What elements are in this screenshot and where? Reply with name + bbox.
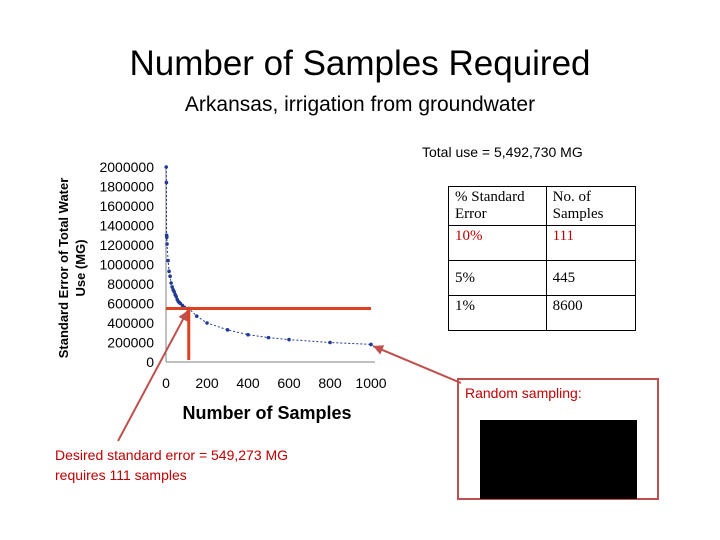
table-row: 10% 111 (448, 225, 637, 261)
data-point (225, 328, 230, 332)
random-arrow-head (373, 345, 385, 355)
y-tick-label: 1200000 (99, 237, 154, 253)
x-tick-label: 800 (318, 375, 342, 391)
x-tick-label: 600 (277, 375, 301, 391)
x-tick-labels: 0 200 400 600 800 1000 (162, 375, 387, 391)
desired-error-note: Desired standard error = 549,273 MG requ… (55, 445, 288, 485)
table-header-cell: % Standard Error (448, 186, 547, 226)
data-point (164, 165, 169, 169)
series-curve (165, 166, 372, 345)
x-tick-label: 400 (236, 375, 260, 391)
data-point (166, 258, 170, 263)
y-tick-label: 2000000 (99, 159, 154, 175)
y-tick-label: 200000 (107, 335, 154, 351)
table-row: 1% 8600 (448, 295, 637, 331)
page-subtitle: Arkansas, irrigation from groundwater (184, 93, 536, 116)
table-cell: 5% (448, 260, 547, 296)
random-sampling-label: Random sampling: (465, 385, 582, 401)
samples-table: % Standard Error No. of Samples 10% 111 … (448, 186, 637, 331)
desired-arrow-line (117, 309, 189, 442)
y-tick-label: 400000 (107, 315, 154, 331)
desired-error-line: Desired standard error = 549,273 MG (55, 447, 289, 463)
table-row: 5% 445 (448, 260, 637, 296)
data-point (266, 335, 271, 340)
data-point (168, 274, 172, 279)
data-point (165, 235, 169, 239)
y-tick-label: 1400000 (99, 218, 154, 234)
page-title: Number of Samples Required (129, 44, 591, 83)
data-point (205, 321, 209, 325)
desired-arrow-head (178, 310, 188, 322)
data-point (287, 337, 291, 342)
x-tick-label: 200 (195, 375, 219, 391)
data-point (246, 332, 250, 337)
y-tick-label: 1000000 (99, 257, 154, 273)
x-axis-title: Number of Samples (182, 403, 351, 423)
total-use-label: Total use = 5,492,730 MG (422, 144, 583, 160)
y-tick-label: 600000 (107, 296, 154, 312)
data-point (194, 314, 199, 318)
blacked-out-region (480, 420, 637, 499)
data-point (170, 285, 174, 289)
data-point (165, 242, 169, 246)
data-point (167, 269, 171, 274)
random-arrow-line (372, 345, 462, 384)
desired-samples-line: requires 111 samples (55, 467, 187, 483)
data-point (328, 340, 332, 345)
data-point (164, 180, 169, 185)
y-tick-label: 1600000 (99, 198, 154, 214)
y-tick-label: 800000 (107, 276, 154, 292)
data-points (164, 165, 373, 347)
data-point (369, 342, 373, 347)
table-header-row: % Standard Error No. of Samples (448, 186, 637, 226)
random-sampling-box (457, 378, 659, 500)
table-cell: 111 (545, 225, 637, 261)
y-tick-label: 1800000 (99, 179, 154, 195)
table-cell: 8600 (545, 295, 637, 331)
y-tick-label: 0 (146, 354, 154, 370)
y-axis-title-line: Standard Error of Total Water (56, 178, 71, 359)
table-cell: 1% (448, 295, 547, 331)
x-tick-label: 0 (162, 375, 170, 391)
y-axis-title: Standard Error of Total Water Use (MG) (56, 178, 88, 359)
data-point (172, 290, 176, 294)
data-point (169, 281, 173, 285)
y-axis-title-line: Use (MG) (73, 239, 88, 296)
table-cell: 10% (448, 225, 547, 261)
y-tick-labels: 0 200000 400000 600000 800000 1000000 1200000 1… (99, 159, 154, 370)
data-point (174, 294, 179, 299)
table-header-cell: No. of Samples (545, 186, 637, 226)
table-cell: 445 (545, 260, 637, 296)
x-tick-label: 1000 (355, 375, 386, 391)
